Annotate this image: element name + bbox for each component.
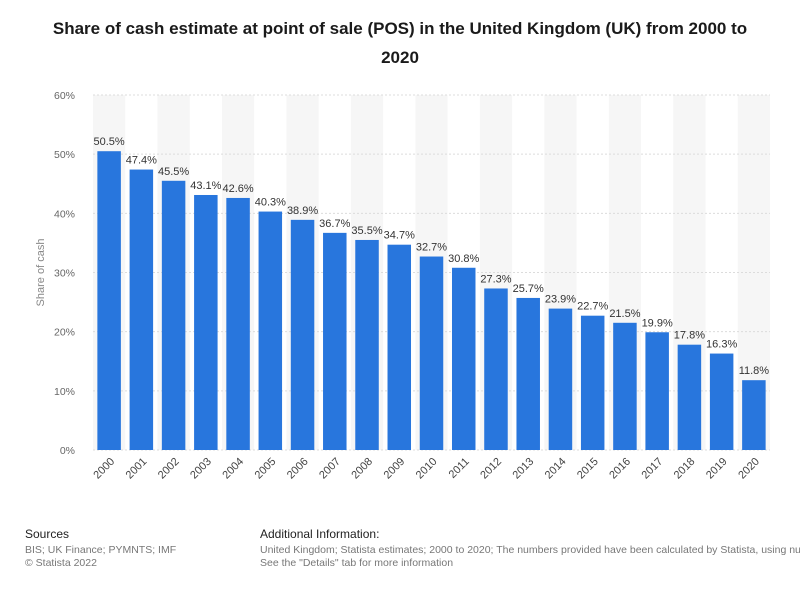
x-tick-label: 2009 [382,456,408,482]
y-tick-label: 30% [54,268,75,280]
sources-heading: Sources [25,527,70,541]
bar [387,244,412,450]
x-tick-label: 2008 [349,456,375,482]
y-tick-label: 50% [54,149,75,161]
bar [97,151,121,451]
bar [129,169,154,451]
x-tick-label: 2010 [414,456,440,482]
bar-value-label: 50.5% [94,136,125,148]
bar-value-label: 40.3% [255,197,286,209]
bar-value-label: 27.3% [480,273,511,285]
bar [323,232,347,450]
x-tick-label: 2001 [124,456,150,482]
x-tick-label: 2000 [91,456,117,482]
bar [258,211,283,450]
x-tick-label: 2003 [188,456,214,482]
bar [355,239,379,450]
bar-value-label: 21.5% [609,308,640,320]
y-axis-title: Share of cash [35,239,47,307]
x-tick-label: 2012 [478,456,504,482]
x-tick-label: 2013 [511,456,537,482]
x-tick-label: 2006 [285,456,311,482]
bar [516,297,540,450]
bar [548,308,573,450]
bar-value-label: 43.1% [190,180,221,192]
x-tick-label: 2019 [704,456,730,482]
chart-title: Share of cash estimate at point of sale … [52,19,748,67]
bar-value-label: 36.7% [319,218,350,230]
y-tick-label: 10% [54,386,75,398]
sources-text: BIS; UK Finance; PYMNTS; IMF [25,544,177,556]
y-tick-label: 60% [54,90,75,102]
copyright-text: © Statista 2022 [25,557,97,569]
bar-value-label: 19.9% [642,317,673,329]
bar-value-label: 47.4% [126,155,157,167]
y-tick-label: 40% [54,208,75,220]
x-tick-label: 2004 [220,456,246,482]
bar-value-label: 23.9% [545,294,576,306]
bar [451,267,476,450]
x-tick-label: 2015 [575,456,601,482]
x-tick-label: 2007 [317,456,343,482]
bar-value-label: 42.6% [222,183,253,195]
y-tick-label: 20% [54,327,75,339]
bar-value-label: 38.9% [287,205,318,217]
bar [742,380,766,450]
y-tick-label: 0% [60,445,75,457]
bar [613,322,637,450]
x-tick-label: 2005 [253,456,279,482]
bar [645,332,669,450]
bar [161,180,186,450]
x-tick-label: 2017 [639,456,665,482]
sources-block: Sources BIS; UK Finance; PYMNTS; IMF © S… [25,527,176,570]
bar-value-label: 17.8% [674,330,705,342]
bar [419,256,444,450]
bar-value-label: 32.7% [416,242,447,254]
bar [194,194,218,450]
bar [580,315,605,450]
x-tick-label: 2011 [447,456,472,481]
additional-info-heading: Additional Information: [260,527,380,541]
bar-value-label: 45.5% [158,166,189,178]
bar [677,344,702,450]
bar-value-label: 34.7% [384,230,415,242]
bar [709,353,734,450]
bar-value-label: 22.7% [577,301,608,313]
x-tick-label: 2014 [543,456,569,482]
x-tick-label: 2020 [736,456,762,482]
x-tick-label: 2002 [156,456,182,482]
bar-value-label: 25.7% [513,283,544,295]
bar [484,288,508,450]
bar-chart: 0% 10% 20% 30% 40% 50% 60% Share of cash 50.5% 20… [35,90,770,482]
bar [290,219,315,450]
bar-value-label: 11.8% [739,365,770,377]
bar-value-label: 35.5% [351,225,382,237]
bar-value-label: 30.8% [448,253,479,265]
bar-value-label: 16.3% [706,339,737,351]
x-tick-label: 2016 [607,456,633,482]
additional-info-block: Additional Information: United Kingdom; … [260,527,800,570]
bar [226,197,250,450]
additional-info-text: United Kingdom; Statista estimates; 2000… [260,544,800,556]
x-tick-label: 2018 [672,456,698,482]
details-hint-text: See the "Details" tab for more informati… [260,557,454,569]
